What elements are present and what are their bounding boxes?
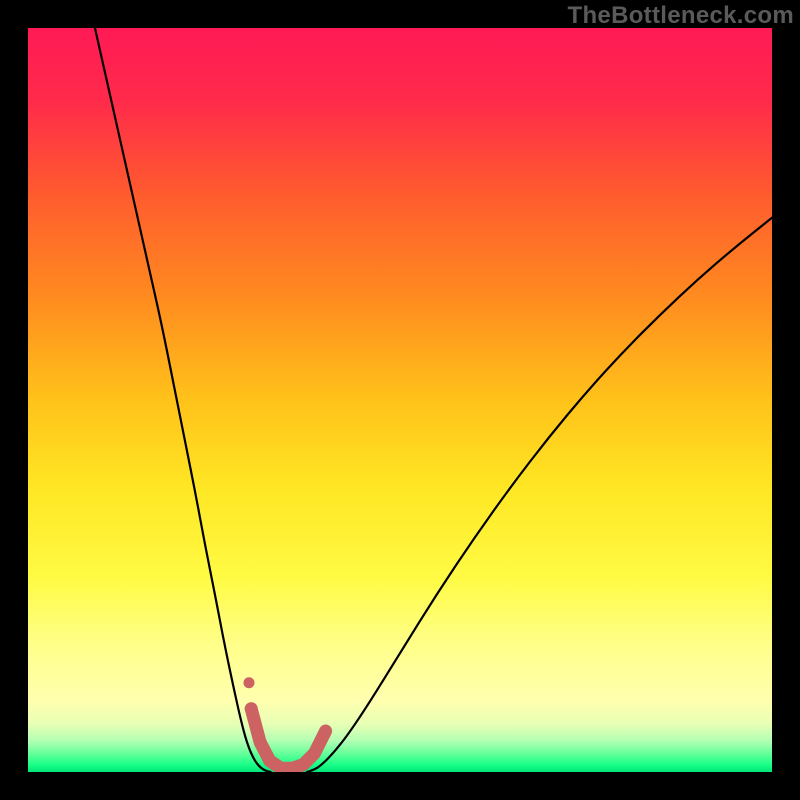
watermark-text: TheBottleneck.com [568, 2, 794, 30]
chart-container: TheBottleneck.com [0, 0, 800, 800]
valley-marker-dot-start [245, 702, 258, 715]
plot-area [28, 28, 772, 772]
plot-svg [28, 28, 772, 772]
valley-marker-dot-upper [243, 677, 254, 688]
gradient-background [28, 28, 772, 772]
